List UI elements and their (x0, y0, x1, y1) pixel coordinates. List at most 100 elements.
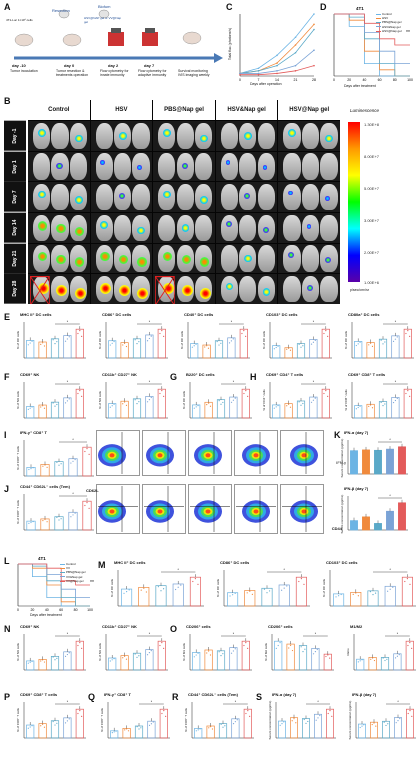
bar (296, 400, 306, 419)
bioluminescence-signal (325, 257, 332, 264)
dot (43, 661, 46, 663)
bar (290, 717, 298, 739)
mouse-image (158, 214, 176, 241)
dot (44, 518, 46, 521)
mouse-image (301, 153, 320, 180)
bioluminescence-signal (200, 287, 211, 299)
dot (77, 332, 79, 335)
dot (409, 395, 411, 397)
legend-swatch (60, 580, 65, 582)
significance-star: * (149, 380, 151, 384)
ivis-cell (215, 121, 278, 151)
dot (68, 398, 70, 400)
step-5-desc: Survival monitoring IVIS imaging weekly (178, 69, 210, 77)
bar-chart-plot: * (23, 380, 86, 419)
legend-entry: HSV@Nap gel (376, 29, 402, 33)
dot (140, 727, 142, 729)
data-point (276, 72, 278, 75)
panel-g-letter: G (170, 372, 178, 382)
significance-star: * (149, 320, 151, 324)
bar-chart: B220⁺ DC cells% of DC cells * (178, 372, 256, 426)
dot (86, 448, 88, 450)
dot (163, 710, 165, 712)
bioluminescence-signal (225, 159, 231, 165)
bar (214, 340, 224, 359)
bar-chart: CD69⁺ CD8⁺ T cells% of CD8⁺ T cells * (12, 692, 90, 746)
ivis-cell (153, 182, 215, 212)
panel-d-letter: D (320, 2, 327, 12)
dot (230, 401, 233, 403)
legend-entry: Control (60, 562, 85, 566)
dot (31, 725, 33, 727)
col-head-hsv-and-nap: HSV&Nap gel (215, 100, 278, 120)
dot (134, 399, 136, 401)
dot (199, 728, 201, 730)
dot (379, 523, 381, 526)
legend-label: HSV (382, 16, 389, 21)
bar-chart-title: MHC II⁺ DC cells (114, 560, 146, 565)
dot (277, 345, 279, 347)
dot (194, 578, 196, 580)
x-tick-label: 28 (312, 78, 316, 82)
bioluminescence-signal (181, 162, 188, 169)
bar (157, 328, 166, 359)
dot (52, 402, 54, 404)
dot (160, 590, 162, 592)
bar (356, 658, 365, 671)
bar (374, 449, 382, 475)
dot (60, 463, 62, 465)
bioluminescence-signal (262, 226, 269, 233)
mouse-image (239, 214, 257, 241)
bar-chart-plot: * (223, 568, 310, 607)
flow-density-plot (142, 484, 186, 534)
dot (317, 717, 319, 719)
bar (350, 592, 362, 607)
significance-star: * (395, 380, 397, 384)
dot (380, 339, 382, 341)
dot (113, 658, 115, 660)
dot (31, 340, 33, 342)
cbar-unit: p/sec/cm²/sr (350, 288, 370, 292)
dot (323, 392, 325, 395)
dot (125, 404, 128, 406)
dot (159, 392, 161, 395)
dot (384, 341, 386, 343)
flow-i-plots (96, 430, 332, 476)
mouse-image (257, 245, 275, 272)
ivis-cell (278, 274, 340, 304)
bioluminescence-signal (37, 251, 48, 262)
dot (229, 595, 231, 597)
step-2-desc: Tumor resection & treatments operation (56, 69, 89, 77)
col-head-control: Control (28, 100, 90, 120)
panel-c: C 0 7 14 21 28 Days after operation Total fl… (226, 2, 318, 94)
flow-density-plot (188, 484, 232, 534)
mouse-image (301, 122, 320, 149)
step-2-day: day 0 (64, 63, 75, 68)
bar (50, 401, 60, 419)
col-head-pbs-nap: PBS@Nap gel (153, 100, 215, 120)
dot (298, 343, 300, 345)
bar-chart: CD11b⁺ CD27⁺ NK% of NK cells * (94, 372, 172, 426)
dot (251, 593, 253, 595)
dot (113, 340, 115, 343)
dot (275, 346, 277, 349)
dot (58, 464, 60, 466)
bar-chart: CD69⁺ CD4⁺ T cells% of CD4⁺ cells * (258, 372, 336, 426)
data-point (313, 28, 315, 31)
dot (28, 468, 30, 471)
bar (274, 640, 283, 671)
ivis-cell (153, 151, 215, 182)
dot (40, 406, 42, 408)
bioluminescence-signal (74, 134, 83, 143)
dot (145, 591, 147, 593)
bar (50, 720, 60, 739)
bioluminescence-signal (74, 287, 86, 299)
step-1-desc: Tumor inoculation (10, 69, 38, 73)
dot (191, 346, 193, 348)
bar (386, 510, 394, 531)
dot (66, 400, 68, 402)
bar-chart-title: CD44⁺ CD62L⁻ cells (Tem) (20, 484, 70, 489)
dot (143, 587, 145, 589)
dot (218, 344, 220, 346)
dot (124, 655, 126, 657)
